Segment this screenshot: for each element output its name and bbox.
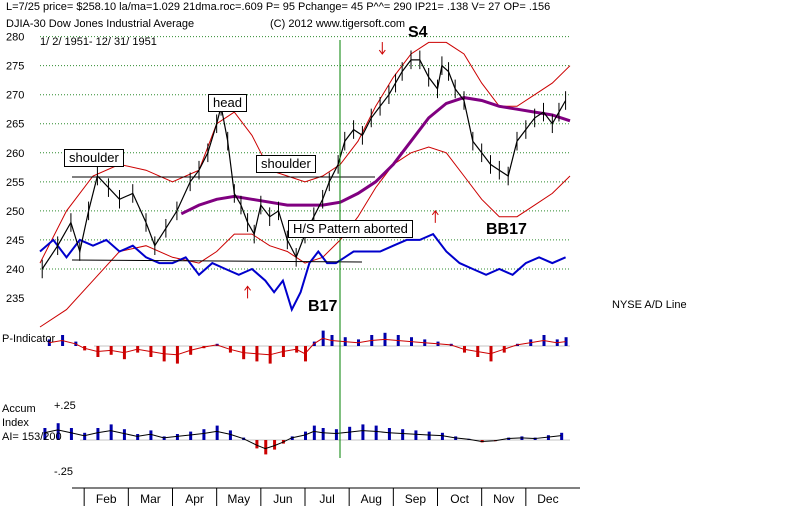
- series-21-day-ma: [180, 96, 571, 216]
- ytick-label-275: 275: [6, 61, 24, 73]
- ad-line-label: NYSE A/D Line: [612, 299, 687, 311]
- month-label-oct: Oct: [450, 492, 469, 506]
- ytick-label-250: 250: [6, 206, 24, 218]
- copyright: (C) 2012 www.tigersoft.com: [270, 18, 406, 30]
- month-label-aug: Aug: [361, 492, 382, 506]
- series-upper-band: [39, 41, 571, 264]
- right-shoulder-label: shoulder: [256, 155, 316, 173]
- p-indicator-bar: [564, 337, 568, 346]
- month-label-jun: Jun: [273, 492, 292, 506]
- ytick-label-partial: 235: [6, 293, 24, 305]
- ytick-label-255: 255: [6, 177, 24, 189]
- ad-line-layer: [39, 232, 566, 313]
- ytick-label-280: 280: [6, 32, 24, 44]
- series-nyse-a-d-line: [39, 232, 566, 313]
- accum-bar: [361, 424, 365, 440]
- b17-oct-signal-label: BB17: [486, 221, 527, 238]
- accum-bar: [401, 429, 405, 440]
- accum-bar: [387, 428, 391, 440]
- accum-bar: [189, 431, 193, 440]
- accum-bar: [136, 434, 140, 440]
- accum-index-panel: [43, 423, 570, 455]
- month-label-may: May: [227, 492, 250, 506]
- accum-bar: [202, 429, 206, 440]
- marker-head-s4: [378, 49, 386, 55]
- accum-bar: [304, 431, 307, 440]
- left-shoulder-label: shoulder: [64, 149, 124, 167]
- accum-bar: [414, 430, 418, 440]
- stats-header: L=7/25 price= $258.10 la/ma=1.029 21dma.…: [6, 1, 551, 13]
- accum-bar: [348, 426, 352, 440]
- accum-bar: [427, 431, 431, 440]
- accum-bar: [43, 428, 47, 440]
- marker-head-bb17: [431, 210, 439, 216]
- month-label-apr: Apr: [185, 492, 204, 506]
- accum-bar: [96, 428, 100, 440]
- accum-bar: [69, 428, 73, 440]
- ytick-label-270: 270: [6, 90, 24, 102]
- month-label-jul: Jul: [319, 492, 334, 506]
- accum-label-3: AI= 153/200: [2, 431, 62, 443]
- ytick-label-265: 265: [6, 119, 24, 131]
- month-label-sep: Sep: [405, 492, 427, 506]
- accum-bar: [312, 425, 316, 440]
- head-label: head: [208, 94, 247, 112]
- month-label-mar: Mar: [140, 492, 161, 506]
- accum-label-2: Index: [2, 417, 29, 429]
- month-label-dec: Dec: [537, 492, 558, 506]
- p-indicator-panel: [47, 330, 570, 364]
- chart-title: DJIA-30 Dow Jones Industrial Average: [6, 18, 195, 30]
- pattern-label: H/S Pattern aborted: [288, 220, 413, 238]
- accum-bar: [273, 440, 277, 450]
- accum-bar: [228, 430, 232, 440]
- accum-bar: [255, 440, 259, 449]
- bands: [39, 41, 571, 328]
- series-lower-band: [39, 146, 571, 328]
- neckline-lower: [71, 259, 363, 263]
- accum-bar: [83, 432, 87, 440]
- s4-signal-label: S4: [408, 24, 428, 41]
- accum-bar: [215, 425, 219, 440]
- accum-bar: [56, 423, 60, 440]
- accum-bar: [321, 428, 325, 440]
- marker-head-b17: [244, 285, 251, 291]
- month-label-feb: Feb: [96, 492, 117, 506]
- ytick-label-260: 260: [6, 148, 24, 160]
- p-indicator-label: P-Indicator: [2, 333, 56, 345]
- accum-bar: [264, 440, 268, 455]
- accum-bar: [109, 424, 113, 440]
- accum-bar: [149, 430, 153, 440]
- price-layer: [41, 50, 567, 279]
- month-label-nov: Nov: [493, 492, 514, 506]
- accum-bar: [374, 425, 378, 440]
- accum-label-1: Accum: [2, 403, 36, 415]
- ytick-label-240: 240: [6, 264, 24, 276]
- date-range: 1/ 2/ 1951- 12/ 31/ 1951: [40, 36, 157, 48]
- ytick-label-245: 245: [6, 235, 24, 247]
- accum-bar: [546, 435, 550, 440]
- accum-bar: [334, 429, 338, 440]
- accum-bar: [440, 432, 444, 440]
- accum-bar: [175, 434, 179, 440]
- accum-bottom-label: -.25: [54, 466, 73, 478]
- signal-markers: [244, 42, 439, 299]
- accum-top-label: +.25: [54, 400, 76, 412]
- month-axis: Feb Mar Apr May Jun Jul Aug Sep Oct Nov Dec: [72, 487, 580, 506]
- accum-bar: [122, 429, 126, 440]
- y-axis-ticks: 240 245 250 255 260 265 270 275 280 235: [6, 32, 24, 305]
- b17-jul-signal-label: B17: [308, 298, 338, 315]
- accum-ma: [44, 429, 562, 450]
- accum-bar: [560, 432, 564, 440]
- p-indicator-ma: [48, 337, 566, 356]
- ma-layer: [180, 96, 571, 216]
